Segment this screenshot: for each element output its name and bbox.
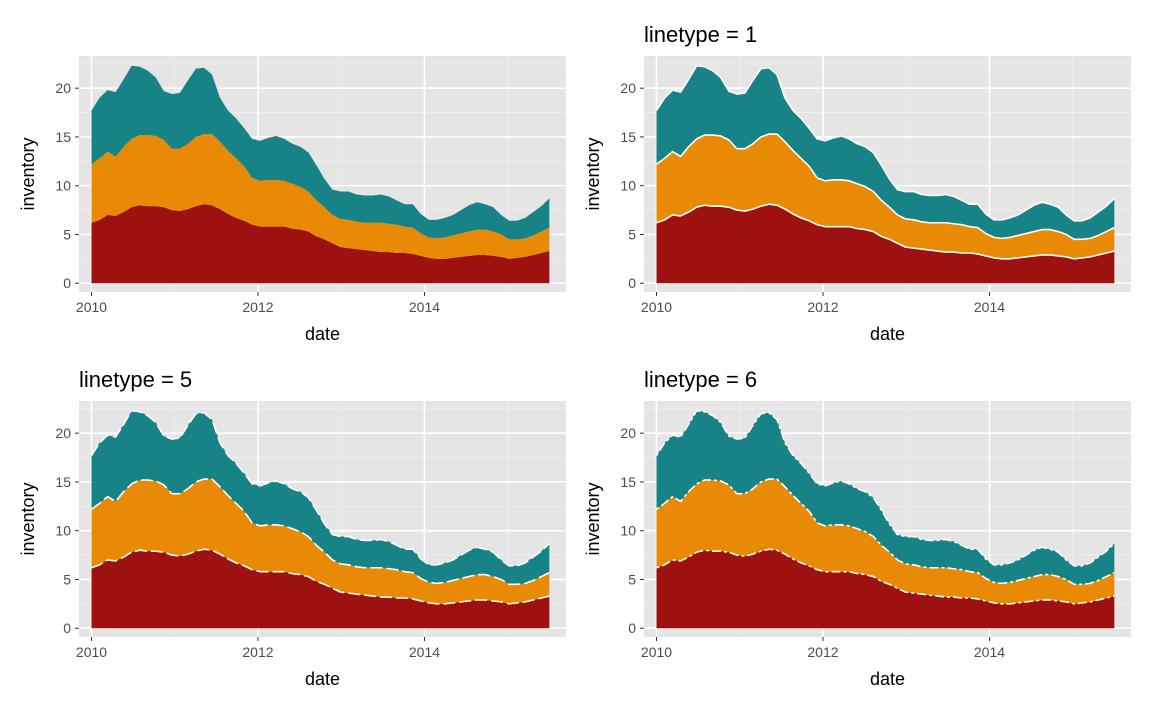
- y-tick-label: 15: [55, 129, 71, 145]
- y-tick-label: 0: [63, 275, 71, 291]
- y-tick-label: 10: [55, 523, 71, 539]
- x-tick-label: 2010: [641, 299, 672, 315]
- area-outline-3: [655, 409, 1115, 567]
- y-tick-label: 5: [628, 571, 636, 587]
- area-layer-top: [91, 65, 550, 240]
- y-tick-label: 0: [63, 620, 71, 636]
- x-axis-title: date: [305, 669, 340, 689]
- area-layer-middle: [91, 134, 550, 259]
- y-tick-label: 20: [55, 80, 71, 96]
- area-layer-middle: [656, 134, 1115, 259]
- area-layer-middle: [91, 479, 550, 604]
- y-tick-label: 10: [620, 178, 636, 194]
- area-outline-2: [656, 133, 1115, 241]
- area-outline-3: [655, 64, 1115, 222]
- panel-title: linetype = 6: [644, 367, 757, 392]
- x-tick-label: 2014: [409, 644, 440, 660]
- x-axis-title: date: [870, 324, 905, 344]
- x-axis-title: date: [870, 669, 905, 689]
- area-outline-2: [656, 478, 1115, 586]
- y-tick-label: 0: [628, 275, 636, 291]
- x-tick-label: 2014: [974, 644, 1005, 660]
- x-tick-label: 2012: [242, 644, 273, 660]
- area-layer-bottom: [656, 549, 1115, 629]
- area-outline-1: [656, 203, 1115, 260]
- y-tick-label: 20: [620, 80, 636, 96]
- x-tick-label: 2010: [641, 644, 672, 660]
- area-outline-1: [656, 548, 1115, 605]
- chart-panel-4: 0 5 10 15 20 2010 2012 2014 date inventory linetyp…: [583, 367, 1131, 689]
- x-axis-title: date: [305, 324, 340, 344]
- area-outline-2: [91, 478, 550, 586]
- y-tick-label: 10: [55, 178, 71, 194]
- y-tick-label: 5: [628, 226, 636, 242]
- y-tick-label: 20: [55, 425, 71, 441]
- chart-panel-1: 0 5 10 15 20 2010 2012 2014 date inventory: [18, 56, 566, 344]
- x-tick-label: 2012: [242, 299, 273, 315]
- x-tick-label: 2010: [76, 644, 107, 660]
- y-tick-label: 5: [63, 226, 71, 242]
- y-axis-title: inventory: [18, 482, 38, 555]
- chart-panel-3: 0 5 10 15 20 2010 2012 2014 date inventory linetyp…: [18, 367, 566, 689]
- x-tick-label: 2012: [807, 299, 838, 315]
- x-tick-label: 2010: [76, 299, 107, 315]
- x-tick-label: 2014: [974, 299, 1005, 315]
- area-layer-top: [656, 410, 1115, 585]
- area-layer-top: [656, 65, 1115, 240]
- panel-title: linetype = 5: [79, 367, 192, 392]
- area-layer-bottom: [91, 549, 550, 629]
- area-layer-middle: [656, 479, 1115, 604]
- area-layer-bottom: [91, 204, 550, 284]
- y-axis-title: inventory: [583, 137, 603, 210]
- area-outline-1: [91, 548, 550, 605]
- y-tick-label: 0: [628, 620, 636, 636]
- y-axis-title: inventory: [583, 482, 603, 555]
- y-tick-label: 15: [55, 474, 71, 490]
- y-axis-title: inventory: [18, 137, 38, 210]
- area-layer-bottom: [656, 204, 1115, 284]
- y-tick-label: 15: [620, 129, 636, 145]
- panel-title: linetype = 1: [644, 22, 757, 47]
- y-tick-label: 20: [620, 425, 636, 441]
- y-tick-label: 10: [620, 523, 636, 539]
- chart-panel-2: 0 5 10 15 20 2010 2012 2014 date inventory linetyp…: [583, 22, 1131, 344]
- area-layer-top: [91, 410, 550, 585]
- area-outline-3: [90, 409, 550, 567]
- x-tick-label: 2012: [807, 644, 838, 660]
- y-tick-label: 5: [63, 571, 71, 587]
- x-tick-label: 2014: [409, 299, 440, 315]
- y-tick-label: 15: [620, 474, 636, 490]
